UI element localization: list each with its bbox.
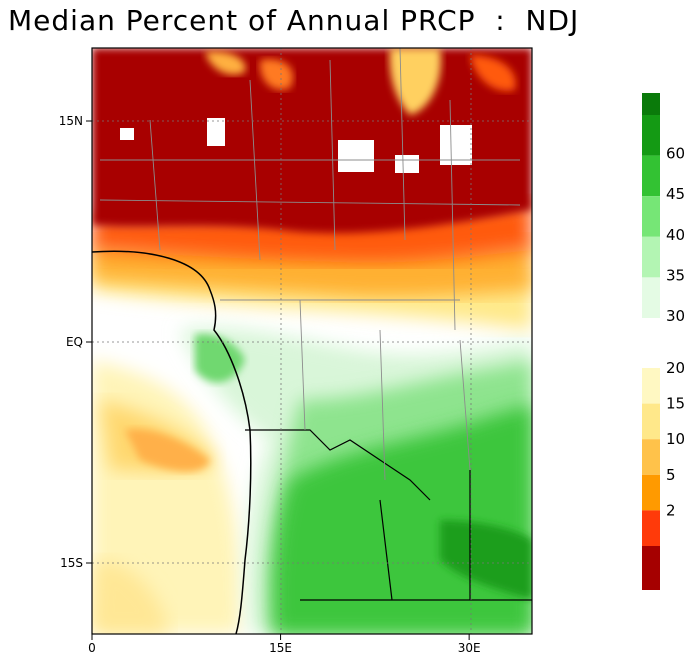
- map-title: Median Percent of Annual PRCP : NDJ: [8, 4, 580, 37]
- colorbar-swatch: [642, 474, 660, 511]
- colorbar-swatch: [642, 277, 660, 318]
- colorbar-label: 10: [666, 430, 685, 448]
- colorbar-label: 40: [666, 226, 685, 244]
- colorbar-label: 60: [666, 145, 685, 163]
- colorbar-swatch: [642, 439, 660, 475]
- y-tick-label: EQ: [66, 335, 83, 349]
- map-field: [92, 48, 532, 634]
- map-frame: [91, 47, 533, 635]
- colorbar-swatch: [642, 155, 660, 197]
- x-tick-label: 30E: [458, 641, 481, 655]
- y-tick-label: 15S: [60, 556, 83, 570]
- colorbar-label: 30: [666, 307, 685, 325]
- colorbar-label: 15: [666, 395, 685, 413]
- colorbar-swatch: [642, 236, 660, 278]
- colorbar-top-cap: [642, 93, 660, 115]
- colorbar-swatch: [642, 510, 660, 546]
- x-axis-ticks: 0 15E 30E: [88, 634, 481, 655]
- colorbar-swatch: [642, 403, 660, 440]
- x-tick-label: 0: [88, 641, 96, 655]
- colorbar: 60 45 40 35 30 20 15 10 5 2: [642, 93, 685, 590]
- y-tick-label: 15N: [59, 114, 83, 128]
- colorbar-swatch: [642, 115, 660, 156]
- x-tick-label: 15E: [269, 641, 292, 655]
- colorbar-label: 2: [666, 501, 676, 519]
- colorbar-swatch: [642, 368, 660, 404]
- colorbar-label: 20: [666, 359, 685, 377]
- colorbar-label: 35: [666, 266, 685, 284]
- colorbar-bottom-cap: [642, 546, 660, 590]
- colorbar-label: 5: [666, 466, 676, 484]
- y-axis-ticks: 15N EQ 15S: [59, 114, 92, 570]
- colorbar-swatch: [642, 196, 660, 237]
- colorbar-label: 45: [666, 185, 685, 203]
